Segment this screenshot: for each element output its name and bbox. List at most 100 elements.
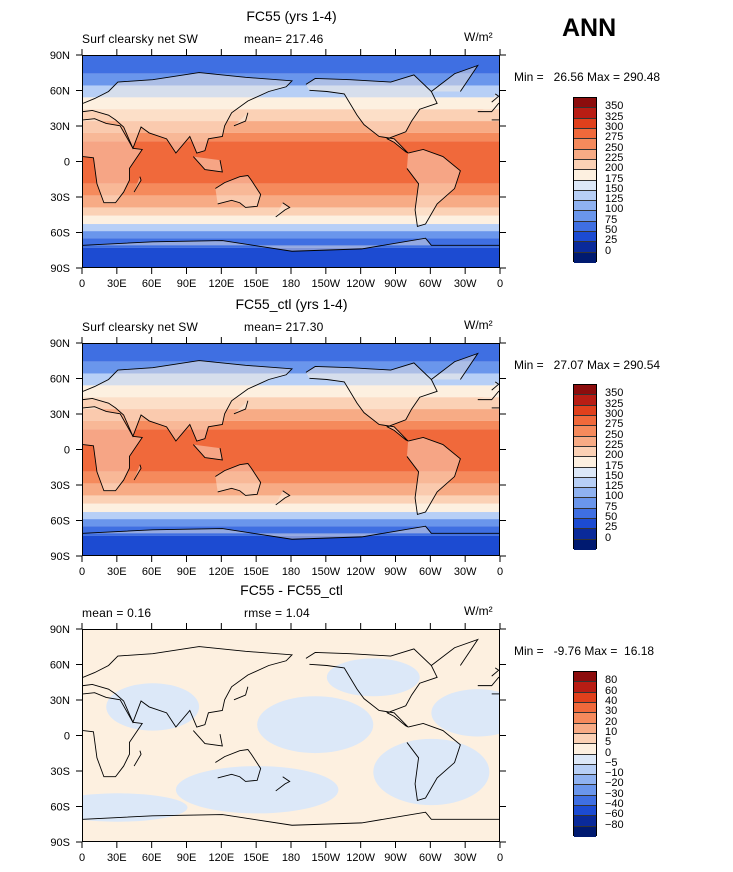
legend-label: 225 xyxy=(605,151,624,164)
land-fill xyxy=(491,381,499,391)
lon-tick-label: 150W xyxy=(311,278,340,290)
legend-label: 150 xyxy=(605,469,624,482)
legend-swatch xyxy=(574,211,596,222)
coastline xyxy=(83,237,499,252)
shaded-band xyxy=(83,512,499,520)
lon-tick-label: 30W xyxy=(454,852,477,864)
lon-tick-label: 90E xyxy=(177,278,197,290)
land-fill xyxy=(134,464,142,481)
coastline xyxy=(431,64,479,92)
lat-tick-label: 90S xyxy=(50,551,70,563)
lon-tick-label: 120E xyxy=(208,278,234,290)
map-field xyxy=(82,343,500,556)
legend-label: −60 xyxy=(605,808,624,821)
land-fill xyxy=(83,118,143,203)
shaded-band xyxy=(83,183,499,196)
land-fill xyxy=(83,406,143,491)
rmse-label: rmse = 1.04 xyxy=(244,606,310,620)
legend-label: 100 xyxy=(605,490,624,503)
shaded-band xyxy=(83,132,499,142)
lon-tick-label: 30E xyxy=(107,566,127,578)
legend-label: 150 xyxy=(605,182,624,195)
lon-tick-label: 120E xyxy=(208,566,234,578)
legend-swatch xyxy=(574,498,596,509)
legend-swatch xyxy=(574,180,596,191)
legend-label: −5 xyxy=(605,756,618,769)
coastline xyxy=(305,74,438,154)
lon-tick-label: 120E xyxy=(208,852,234,864)
legend-label: 200 xyxy=(605,162,624,175)
coastline xyxy=(215,749,262,782)
shaded-band xyxy=(83,361,499,374)
legend-swatch xyxy=(574,128,596,140)
panel-2: FC55_ctl (yrs 1-4) Surf clearsky net SW … xyxy=(0,296,733,581)
shaded-band xyxy=(83,429,499,472)
lon-tick-label: 0 xyxy=(497,278,503,290)
coastline xyxy=(215,175,262,208)
legend-swatch xyxy=(574,733,596,745)
legend-swatch xyxy=(574,457,596,468)
mean-label: mean= 217.30 xyxy=(244,320,324,334)
shaded-band xyxy=(83,56,499,74)
lon-tick-label: 60E xyxy=(142,852,162,864)
shaded-band xyxy=(83,247,499,267)
coastline xyxy=(215,463,262,496)
legend-label: 50 xyxy=(605,224,618,237)
legend-swatch xyxy=(574,539,596,550)
lon-tick-label: 180 xyxy=(282,566,300,578)
coastline xyxy=(275,490,291,506)
coastline xyxy=(406,723,461,801)
shaded-band xyxy=(83,215,499,225)
shaded-band xyxy=(83,231,499,239)
shaded-band xyxy=(83,195,499,208)
difference-region xyxy=(175,766,339,814)
land-fill xyxy=(134,176,142,193)
units-label: W/m² xyxy=(464,30,493,44)
land-fill xyxy=(233,112,248,126)
lon-tick-label: 0 xyxy=(497,566,503,578)
legend-swatch xyxy=(574,682,596,693)
coastline xyxy=(133,750,142,767)
legend-label: 20 xyxy=(605,715,618,728)
lon-tick-label: 30W xyxy=(454,278,477,290)
lon-tick-label: 30E xyxy=(107,278,127,290)
legend-label: 175 xyxy=(605,459,624,472)
coastline xyxy=(491,93,499,103)
lon-tick-label: 120W xyxy=(346,566,375,578)
difference-region xyxy=(431,689,499,737)
legend-swatch xyxy=(574,826,596,837)
legend-swatch xyxy=(574,190,596,202)
coastline xyxy=(406,149,461,227)
legend-swatch xyxy=(574,764,596,776)
land-fill xyxy=(83,360,292,442)
legend-label: 40 xyxy=(605,694,618,707)
units-label: W/m² xyxy=(464,604,493,618)
legend-swatch xyxy=(574,775,596,786)
legend-label: 300 xyxy=(605,120,624,133)
coastline xyxy=(192,444,223,461)
lon-tick-label: 0 xyxy=(79,278,85,290)
legend-swatch xyxy=(574,795,596,807)
legend-label: 300 xyxy=(605,407,624,420)
season-label: ANN xyxy=(562,14,617,42)
lon-tick-label: 180 xyxy=(282,852,300,864)
lon-tick-label: 30W xyxy=(454,566,477,578)
legend-label: 325 xyxy=(605,110,624,123)
legend-label: 50 xyxy=(605,511,618,524)
legend-label: 225 xyxy=(605,438,624,451)
legend-label: 275 xyxy=(605,131,624,144)
legend-swatch xyxy=(574,415,596,427)
lon-tick-label: 30E xyxy=(107,852,127,864)
map-axes: 90N 60N 30N 0 30S 60S 90S 0 30E 60E 90E 120E 150E 180… xyxy=(50,49,506,290)
legend-swatch xyxy=(574,170,596,181)
legend-label: 25 xyxy=(605,521,618,534)
legend-swatch xyxy=(574,242,596,253)
shaded-band xyxy=(83,385,499,398)
legend-swatch xyxy=(574,477,596,489)
shaded-band xyxy=(83,141,499,184)
shaded-band xyxy=(83,238,499,248)
legend-swatch xyxy=(574,201,596,212)
lat-tick-label: 30S xyxy=(50,192,70,204)
legend-label: 350 xyxy=(605,387,624,400)
legend-label: 350 xyxy=(605,100,624,113)
